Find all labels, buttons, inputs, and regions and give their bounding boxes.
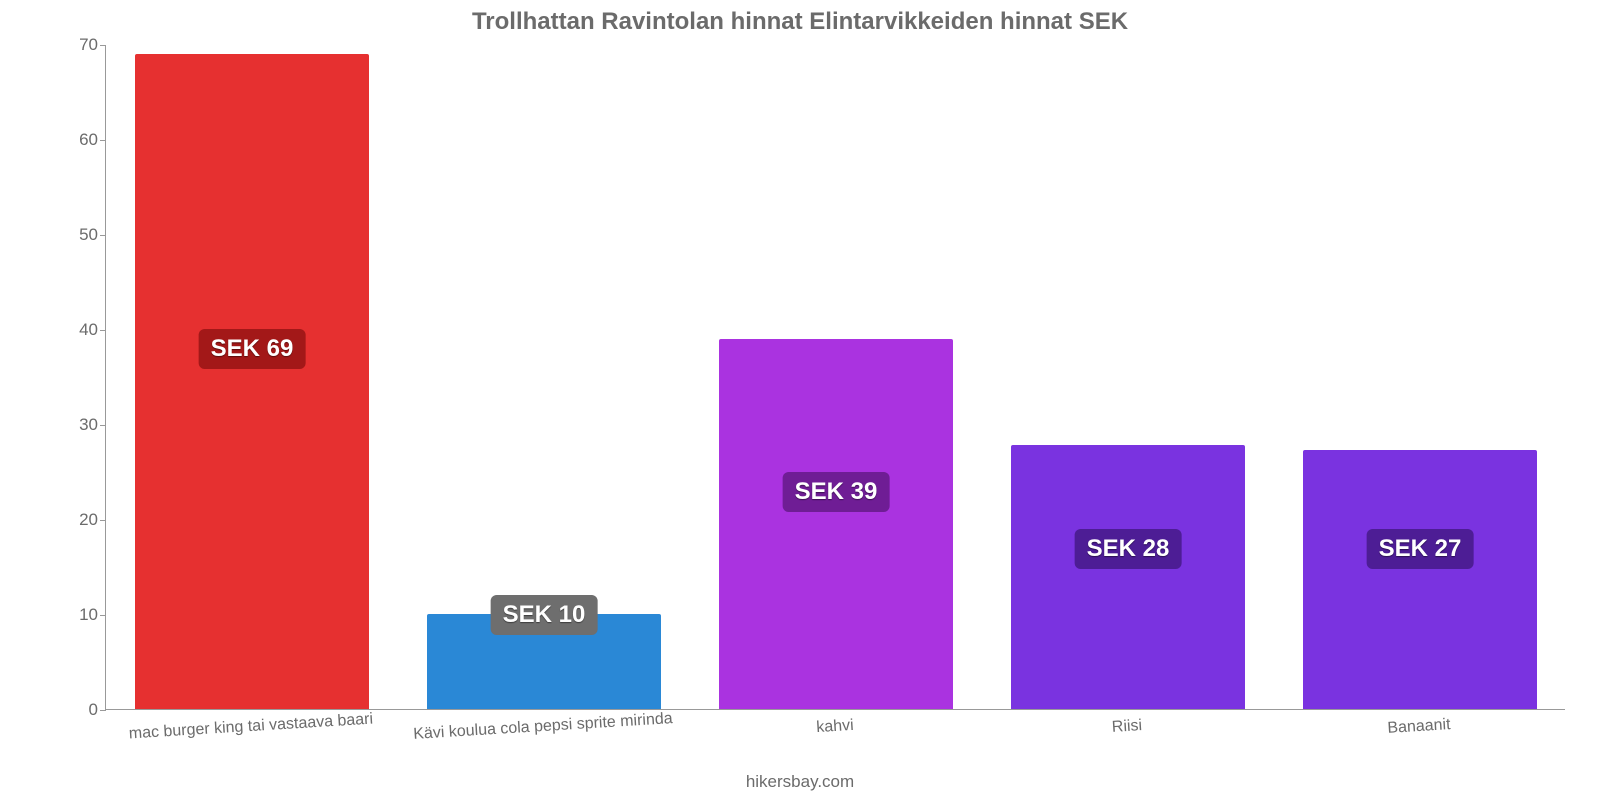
y-tick-label: 70 bbox=[56, 35, 98, 55]
y-tick-label: 0 bbox=[56, 700, 98, 720]
x-axis-label: kahvi bbox=[816, 717, 854, 737]
bar bbox=[1011, 445, 1245, 709]
x-axis-labels: mac burger king tai vastaava baari Kävi k… bbox=[105, 712, 1565, 762]
x-axis-label: Banaanit bbox=[1387, 716, 1451, 738]
x-axis-label: mac burger king tai vastaava baari bbox=[128, 711, 373, 744]
y-tick-mark bbox=[100, 140, 106, 141]
x-axis-label: Kävi koulua cola pepsi sprite mirinda bbox=[413, 710, 673, 744]
plot-area: 010203040506070SEK 69SEK 10SEK 39SEK 28S… bbox=[105, 45, 1565, 710]
y-tick-mark bbox=[100, 615, 106, 616]
value-badge: SEK 27 bbox=[1367, 529, 1474, 569]
chart-credit: hikersbay.com bbox=[0, 772, 1600, 792]
y-tick-mark bbox=[100, 425, 106, 426]
value-badge: SEK 10 bbox=[491, 595, 598, 635]
bar bbox=[135, 54, 369, 710]
y-tick-label: 30 bbox=[56, 415, 98, 435]
chart-title: Trollhattan Ravintolan hinnat Elintarvik… bbox=[0, 8, 1600, 36]
value-badge: SEK 28 bbox=[1075, 529, 1182, 569]
price-bar-chart: Trollhattan Ravintolan hinnat Elintarvik… bbox=[0, 0, 1600, 800]
value-badge: SEK 39 bbox=[783, 472, 890, 512]
y-tick-label: 20 bbox=[56, 510, 98, 530]
bar bbox=[1303, 450, 1537, 709]
y-tick-mark bbox=[100, 45, 106, 46]
y-tick-label: 60 bbox=[56, 130, 98, 150]
bar bbox=[719, 339, 953, 710]
y-tick-label: 50 bbox=[56, 225, 98, 245]
x-axis-label: Riisi bbox=[1111, 717, 1142, 737]
y-tick-mark bbox=[100, 330, 106, 331]
y-tick-mark bbox=[100, 235, 106, 236]
value-badge: SEK 69 bbox=[199, 329, 306, 369]
y-tick-label: 40 bbox=[56, 320, 98, 340]
y-tick-mark bbox=[100, 710, 106, 711]
y-tick-mark bbox=[100, 520, 106, 521]
y-tick-label: 10 bbox=[56, 605, 98, 625]
